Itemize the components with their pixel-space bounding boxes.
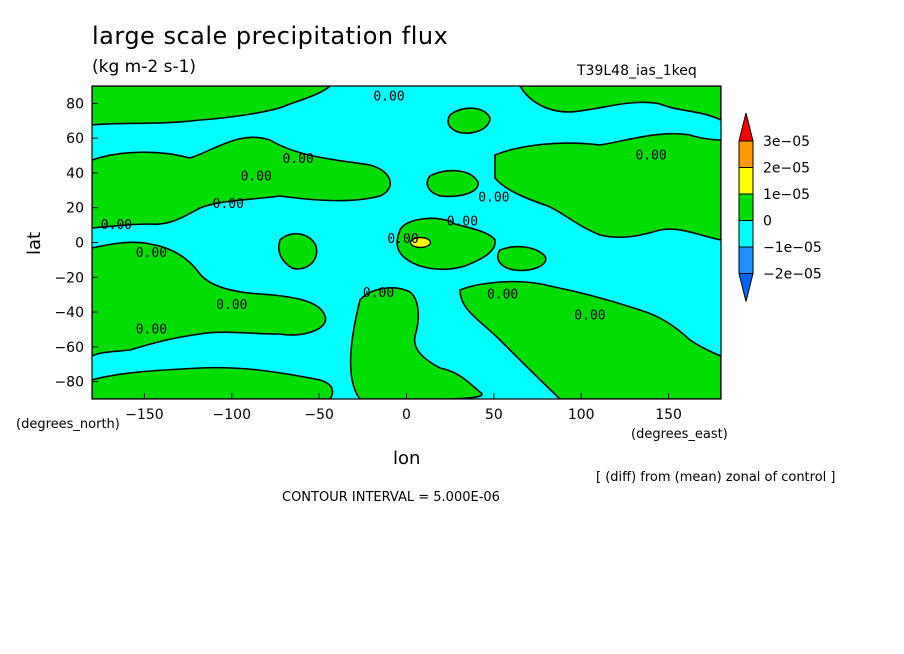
contour-interval: CONTOUR INTERVAL = 5.000E-06	[282, 490, 500, 505]
chart-units: (kg m-2 s-1)	[92, 57, 197, 77]
contour-label: 0.00	[387, 232, 418, 247]
chart-title: large scale precipitation flux	[92, 22, 449, 50]
colorbar-segment	[738, 220, 754, 248]
y-tick-label: −80	[54, 375, 84, 391]
region	[277, 233, 318, 270]
y-tick-label: 80	[66, 96, 84, 112]
contour-label: 0.00	[487, 288, 518, 303]
colorbar-segment	[738, 167, 754, 195]
region	[92, 86, 332, 126]
y-units: (degrees_north)	[16, 417, 120, 432]
contour-label: 0.00	[213, 197, 244, 212]
x-axis-label: lon	[393, 448, 421, 469]
colorbar-label: 1e−05	[763, 187, 810, 203]
region	[396, 217, 496, 271]
contour-label: 0.00	[283, 152, 314, 167]
x-tick-label: −150	[125, 407, 163, 423]
run-label: T39L48_ias_1keq	[577, 63, 697, 79]
contour-label: 0.00	[216, 298, 247, 313]
y-tick-label: 60	[66, 131, 84, 147]
region	[496, 245, 547, 272]
colorbar-label: 3e−05	[763, 134, 810, 150]
region	[459, 280, 721, 399]
colorbar-label: 0	[763, 214, 772, 230]
y-axis: 80 60 40 20 0 −20 −40 −60 −80	[54, 96, 98, 391]
colorbar-over	[738, 112, 754, 142]
region	[349, 287, 483, 399]
contour-label: 0.00	[363, 286, 394, 301]
colorbar-under	[738, 273, 754, 302]
colorbar-segment	[738, 193, 754, 221]
region	[92, 366, 334, 399]
region	[494, 132, 721, 241]
contour-labels: 0.000.000.000.000.000.000.000.000.000.00…	[101, 89, 667, 337]
y-tick-label: −40	[54, 305, 84, 321]
y-tick-label: 20	[66, 201, 84, 217]
x-tick-label: 50	[485, 407, 503, 423]
contour-label: 0.00	[574, 309, 605, 324]
contour-label: 0.00	[373, 89, 404, 104]
x-units: (degrees_east)	[631, 427, 728, 442]
y-tick-label: 0	[75, 236, 84, 252]
y-tick-label: −60	[54, 340, 84, 356]
contour-label: 0.00	[101, 218, 132, 233]
contour-label: 0.00	[635, 149, 666, 164]
x-tick-label: 100	[568, 407, 595, 423]
colorbar-segment	[738, 140, 754, 168]
x-tick-label: 150	[655, 407, 682, 423]
operation-note: [ (diff) from (mean) zonal of control ]	[596, 470, 836, 485]
colorbar-label: 2e−05	[763, 161, 810, 177]
contour-label: 0.00	[136, 246, 167, 261]
colorbar-segment	[738, 246, 754, 274]
contour-label: 0.00	[241, 169, 272, 184]
colorbar: 3e−05 2e−05 1e−05 0 −1e−05 −2e−05	[738, 112, 822, 302]
x-tick-label: 0	[402, 407, 411, 423]
region	[92, 241, 327, 357]
local-max	[409, 236, 432, 249]
y-axis-label: lat	[24, 231, 45, 255]
region	[426, 169, 479, 198]
positive-regions	[92, 86, 721, 399]
y-tick-label: 40	[66, 166, 84, 182]
x-tick-label: −50	[304, 407, 334, 423]
region	[519, 86, 721, 121]
region	[92, 136, 391, 229]
y-tick-label: −20	[54, 270, 84, 286]
region	[447, 107, 491, 134]
colorbar-label: −2e−05	[763, 267, 822, 283]
maxima	[409, 236, 432, 249]
x-tick-label: −100	[213, 407, 251, 423]
contour-label: 0.00	[478, 190, 509, 205]
contour-label: 0.00	[447, 215, 478, 230]
colorbar-label: −1e−05	[763, 240, 822, 256]
contour-label: 0.00	[136, 322, 167, 337]
x-axis: −150 −100 −50 0 50 100 150	[125, 393, 682, 423]
